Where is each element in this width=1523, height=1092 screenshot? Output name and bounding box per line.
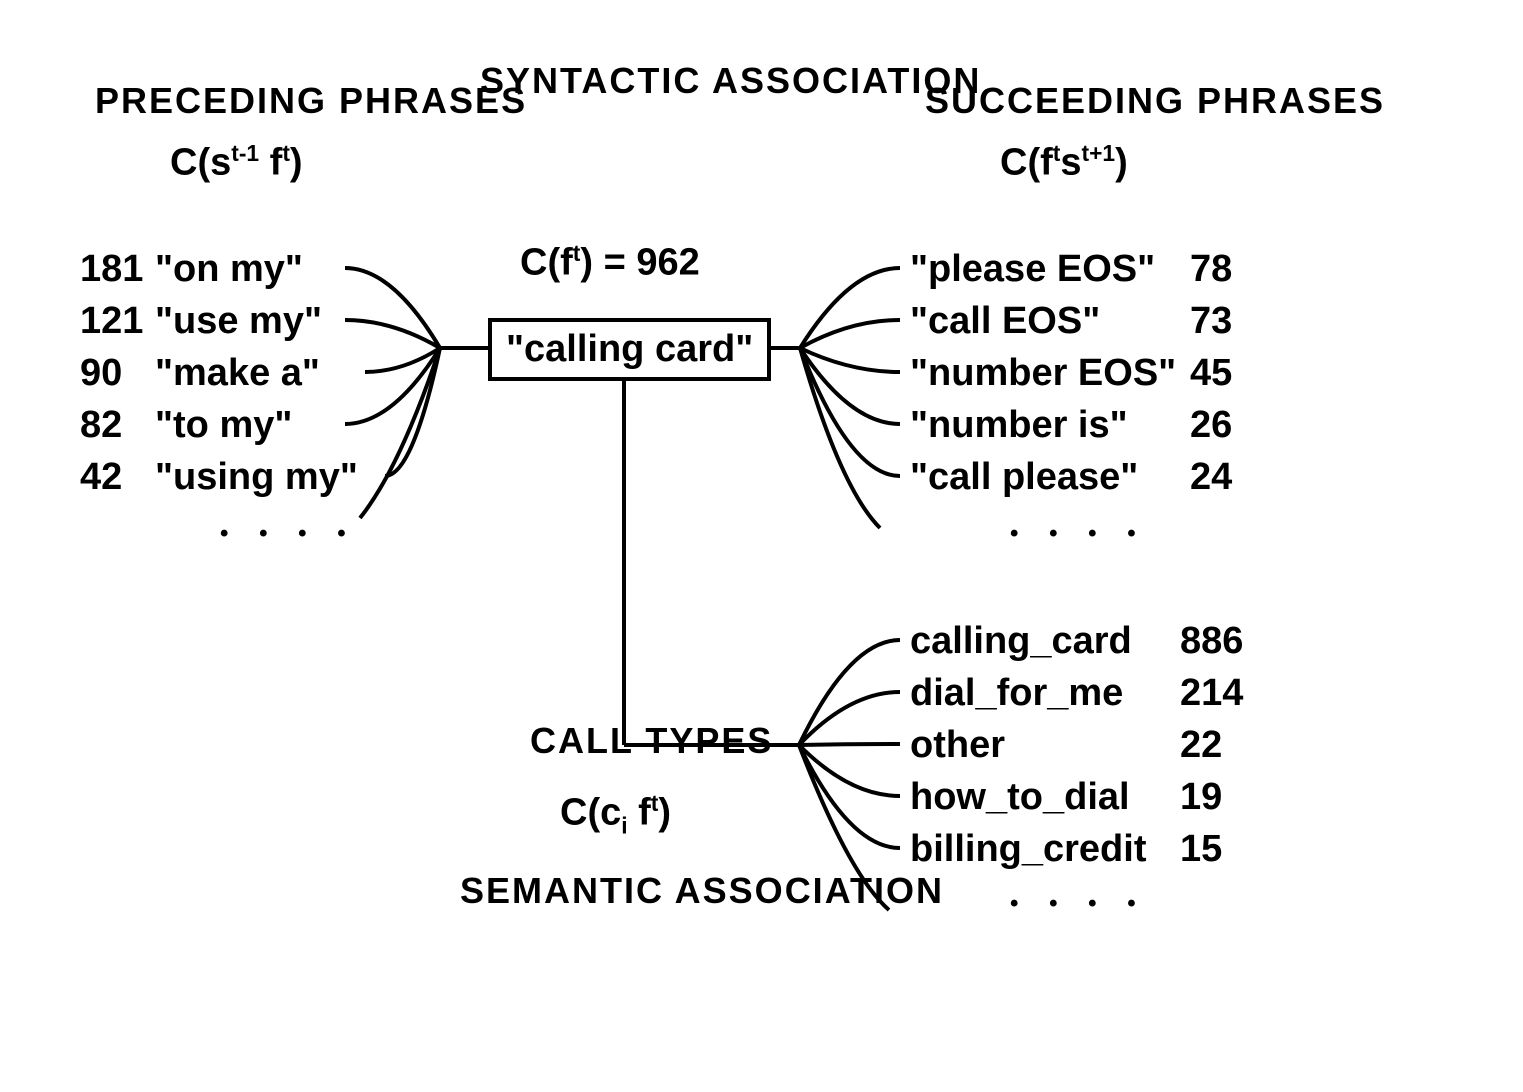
succeeding-phrase: "please EOS"	[910, 248, 1155, 291]
title-center: SYNTACTIC ASSOCIATION	[480, 60, 981, 102]
semantic-association-label: SEMANTIC ASSOCIATION	[460, 870, 944, 912]
calltype-name: dial_for_me	[910, 672, 1123, 715]
succeeding-count: 78	[1190, 248, 1232, 291]
preceding-count: 82	[80, 404, 122, 447]
calltype-count: 214	[1180, 672, 1243, 715]
succeeding-phrase: "call please"	[910, 456, 1138, 499]
succeeding-count: 24	[1190, 456, 1232, 499]
succeeding-ellipsis: • • • •	[1010, 520, 1148, 548]
calltype-count: 19	[1180, 776, 1222, 819]
preceding-phrase: "use my"	[155, 300, 322, 343]
succeeding-phrase: "number EOS"	[910, 352, 1176, 395]
preceding-count: 121	[80, 300, 143, 343]
preceding-ellipsis: • • • •	[220, 520, 358, 548]
preceding-heading: PRECEDING PHRASES	[95, 80, 527, 122]
calltype-name: calling_card	[910, 620, 1132, 663]
succeeding-count: 26	[1190, 404, 1232, 447]
succeeding-phrase: "number is"	[910, 404, 1128, 447]
calltype-name: other	[910, 724, 1005, 767]
succeeding-count: 45	[1190, 352, 1232, 395]
center-formula: C(ft) = 962	[520, 240, 700, 285]
preceding-phrase: "on my"	[155, 248, 303, 291]
calltype-name: billing_credit	[910, 828, 1146, 871]
calltype-count: 886	[1180, 620, 1243, 663]
calltypes-ellipsis: • • • •	[1010, 890, 1148, 918]
succeeding-count: 73	[1190, 300, 1232, 343]
calltypes-formula: C(ci ft)	[560, 790, 671, 839]
preceding-count: 90	[80, 352, 122, 395]
center-phrase-box: "calling card"	[488, 318, 771, 381]
calltype-count: 22	[1180, 724, 1222, 767]
succeeding-heading: SUCCEEDING PHRASES	[925, 80, 1385, 122]
succeeding-phrase: "call EOS"	[910, 300, 1100, 343]
preceding-phrase: "make a"	[155, 352, 320, 395]
preceding-count: 181	[80, 248, 143, 291]
preceding-phrase: "to my"	[155, 404, 292, 447]
succeeding-formula: C(ftst+1)	[1000, 140, 1128, 185]
preceding-phrase: "using my"	[155, 456, 358, 499]
calltype-name: how_to_dial	[910, 776, 1130, 819]
calltypes-heading: CALL TYPES	[530, 720, 773, 762]
preceding-count: 42	[80, 456, 122, 499]
preceding-formula: C(st-1 ft)	[170, 140, 303, 185]
calltype-count: 15	[1180, 828, 1222, 871]
